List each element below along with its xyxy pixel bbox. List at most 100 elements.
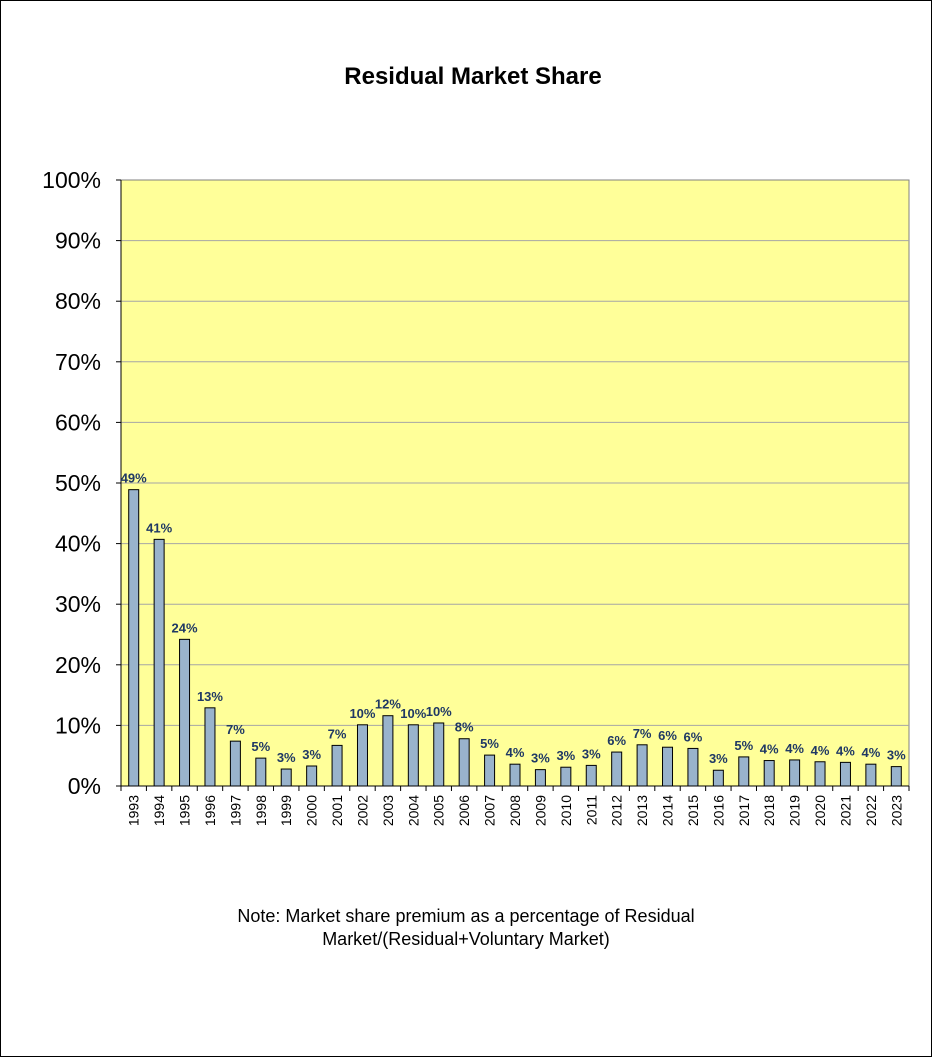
gridlines — [121, 240, 909, 726]
bar-1995 — [179, 638, 191, 787]
x-tick-label-2000: 2000 — [304, 795, 320, 826]
data-label-2004: 10% — [400, 706, 426, 721]
x-tick-label-2017: 2017 — [736, 795, 752, 826]
bar-2018 — [763, 760, 775, 787]
bar-2003 — [382, 715, 394, 787]
bar-2023 — [890, 766, 902, 787]
bar-1993 — [128, 489, 140, 787]
data-label-2005: 10% — [426, 704, 452, 719]
bar-2006 — [458, 738, 470, 787]
data-label-2020: 4% — [811, 743, 830, 758]
x-tick-label-1995: 1995 — [177, 795, 193, 826]
x-tick-label-2023: 2023 — [888, 795, 904, 826]
y-tick-label: 30% — [55, 591, 101, 617]
x-tick-label-2010: 2010 — [558, 795, 574, 826]
data-label-2021: 4% — [836, 743, 855, 758]
x-tick-label-2005: 2005 — [431, 795, 447, 826]
x-tick-label-2004: 2004 — [405, 795, 421, 826]
x-tick-label-2008: 2008 — [507, 795, 523, 826]
bar-2010 — [560, 766, 572, 787]
x-tick-label-2013: 2013 — [634, 795, 650, 826]
data-label-1999: 3% — [277, 750, 296, 765]
bar-2016 — [712, 769, 724, 787]
x-tick-label-2015: 2015 — [685, 795, 701, 826]
data-label-1994: 41% — [146, 520, 172, 535]
data-label-2003: 12% — [375, 697, 401, 712]
bar-2002 — [356, 724, 368, 787]
x-tick-label-2002: 2002 — [354, 795, 370, 826]
x-tick-label-2016: 2016 — [710, 795, 726, 826]
y-tick-label: 50% — [55, 470, 101, 496]
bar-2011 — [585, 764, 597, 787]
bar-1994 — [153, 538, 165, 787]
data-label-2019: 4% — [785, 741, 804, 756]
data-label-2011: 3% — [582, 746, 601, 761]
x-tick-label-2003: 2003 — [380, 795, 396, 826]
data-label-2016: 3% — [709, 751, 728, 766]
x-tick-label-2018: 2018 — [761, 795, 777, 826]
data-label-2017: 5% — [734, 738, 753, 753]
y-tick-label: 90% — [55, 228, 101, 254]
data-label-2009: 3% — [531, 751, 550, 766]
x-tick-label-1997: 1997 — [227, 795, 243, 826]
data-label-2001: 7% — [328, 726, 347, 741]
data-label-2022: 4% — [861, 745, 880, 760]
bar-2017 — [738, 756, 750, 787]
data-label-2013: 7% — [633, 726, 652, 741]
y-tick-label: 0% — [68, 773, 101, 799]
bar-2013 — [636, 744, 648, 787]
data-label-2023: 3% — [887, 748, 906, 763]
data-label-2002: 10% — [349, 706, 375, 721]
axes: 0% 10% 20% 30% 40% 50% 60% 70% 80% 90% 100% 1993 199… — [42, 167, 910, 826]
note-line-2: Market/(Residual+Voluntary Market) — [322, 929, 610, 949]
x-tick-label-1999: 1999 — [278, 795, 294, 826]
bars — [128, 489, 902, 787]
data-label-1993: 49% — [121, 471, 147, 486]
chart-note: Note: Market share premium as a percenta… — [200, 905, 732, 951]
chart-title: Residual Market Share — [344, 63, 602, 90]
y-tick-label: 40% — [55, 531, 101, 557]
note-line-1: Note: Market share premium as a percenta… — [237, 906, 695, 926]
x-tick-label-2001: 2001 — [329, 795, 345, 826]
x-tick-label-2011: 2011 — [583, 795, 599, 825]
bar-2012 — [611, 751, 623, 787]
data-label-1996: 13% — [197, 689, 223, 704]
x-tick-label-1996: 1996 — [202, 795, 218, 826]
data-labels: 49%41%24%13%7%5%3% 3%7%10%12%10% 10%8%5%4%… — [121, 471, 906, 767]
y-tick-label: 10% — [55, 712, 101, 738]
x-tick-label-1998: 1998 — [253, 795, 269, 826]
bar-2020 — [814, 761, 826, 787]
x-tick-label-2009: 2009 — [532, 795, 548, 826]
x-tick-label-2006: 2006 — [456, 795, 472, 826]
bar-2022 — [865, 763, 877, 787]
x-tick-label-2014: 2014 — [660, 795, 676, 826]
bar-2005 — [433, 722, 445, 787]
bar-2007 — [484, 754, 496, 787]
data-label-1995: 24% — [172, 620, 198, 635]
x-tick-label-2020: 2020 — [812, 795, 828, 826]
bar-2019 — [789, 759, 801, 787]
data-label-2008: 4% — [506, 745, 525, 760]
data-label-2014: 6% — [658, 728, 677, 743]
data-label-2010: 3% — [556, 748, 575, 763]
bar-2009 — [534, 769, 546, 787]
data-label-2012: 6% — [607, 733, 626, 748]
y-tick-label: 20% — [55, 652, 101, 678]
bar-2014 — [662, 746, 674, 787]
y-tick-label: 100% — [42, 167, 101, 193]
data-label-1998: 5% — [251, 739, 270, 754]
y-tick-label: 60% — [55, 409, 101, 435]
x-tick-label-2021: 2021 — [837, 795, 853, 826]
data-label-2000: 3% — [302, 747, 321, 762]
bar-1999 — [280, 768, 292, 787]
x-tick-label-2007: 2007 — [482, 795, 498, 826]
bar-2021 — [839, 761, 851, 787]
x-tick-label-2019: 2019 — [787, 795, 803, 826]
bar-2015 — [687, 747, 699, 787]
bar-1998 — [255, 757, 267, 787]
bar-2008 — [509, 763, 521, 787]
bar-2004 — [407, 724, 419, 787]
bar-2001 — [331, 744, 343, 787]
data-label-2015: 6% — [684, 729, 703, 744]
